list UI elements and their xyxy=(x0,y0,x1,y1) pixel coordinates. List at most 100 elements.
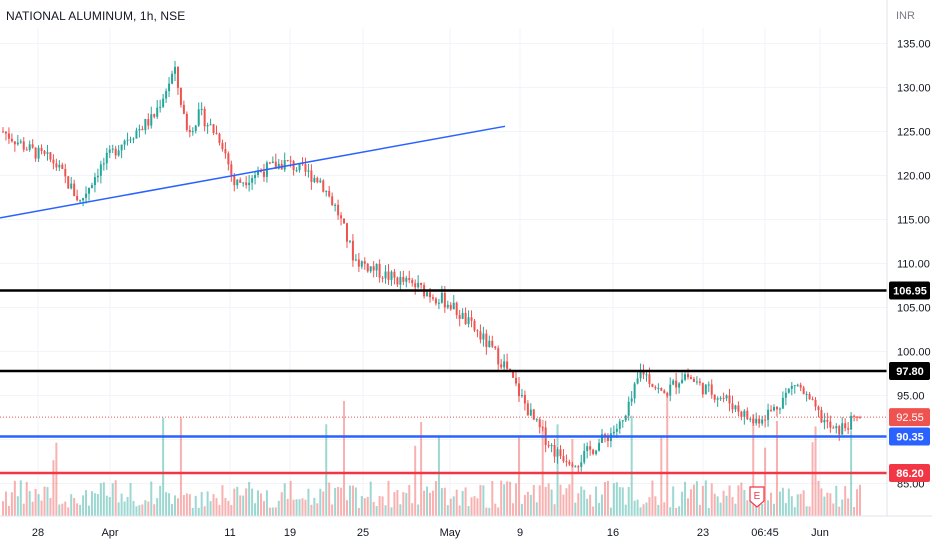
volume-bar xyxy=(31,501,34,516)
volume-bar xyxy=(420,422,423,516)
currency-label: INR xyxy=(896,10,915,22)
volume-bar xyxy=(402,492,405,516)
volume-bar xyxy=(360,495,363,516)
volume-bar xyxy=(37,494,40,516)
candle-body xyxy=(354,259,357,261)
candle-body xyxy=(731,403,734,410)
candle-body xyxy=(689,377,692,379)
candle-body xyxy=(565,461,568,463)
candle-body xyxy=(16,142,19,145)
volume-bar xyxy=(535,502,538,516)
candle-body xyxy=(716,398,719,400)
candle-body xyxy=(467,317,470,325)
candle-body xyxy=(639,370,642,379)
volume-bar xyxy=(654,496,657,516)
candle-body xyxy=(746,410,749,420)
volume-bar xyxy=(90,491,93,516)
candle-body xyxy=(138,128,141,131)
candle-body xyxy=(331,196,334,206)
trendline[interactable] xyxy=(0,125,506,219)
volume-bar xyxy=(254,503,257,516)
volume-bar xyxy=(159,485,162,516)
candle-body xyxy=(749,418,752,420)
volume-bar xyxy=(64,501,67,516)
candle-body xyxy=(135,130,138,139)
volume-bar xyxy=(606,480,609,516)
volume-bar xyxy=(773,503,776,516)
horizontal-levels[interactable]: E xyxy=(0,289,887,508)
volume-bar xyxy=(322,491,325,516)
volume-bar xyxy=(666,392,669,516)
candle-body xyxy=(675,380,678,388)
candle-body xyxy=(535,419,538,421)
candle-body xyxy=(70,183,73,189)
volume-bar xyxy=(173,495,176,516)
candle-body xyxy=(476,330,479,332)
candle-body xyxy=(633,383,636,399)
candle-body xyxy=(612,431,615,434)
candle-body xyxy=(820,410,823,423)
volume-bar xyxy=(13,480,16,516)
candle-body xyxy=(461,312,464,319)
candle-body xyxy=(728,395,731,404)
price-axis[interactable]: 135.00 130.00 125.00 120.00 115.00 110.00 105.… xyxy=(886,0,932,550)
price-tick-label: 120.00 xyxy=(897,171,931,183)
volume-bar xyxy=(503,484,506,516)
candle-body xyxy=(541,427,544,429)
candle-body xyxy=(117,150,120,156)
earnings-marker-icon[interactable] xyxy=(749,486,765,508)
volume-bar xyxy=(541,419,544,516)
volume-bar xyxy=(417,504,420,516)
volume-bar xyxy=(482,485,485,516)
volume-bar xyxy=(345,500,348,516)
volume-bar xyxy=(182,495,185,516)
candle-body xyxy=(129,139,132,141)
volume-bar xyxy=(319,488,322,516)
volume-bar xyxy=(687,498,690,516)
candle-body xyxy=(838,426,841,435)
time-axis[interactable]: 28 Apr 11 19 25 May 9 16 23 06:45 Jun xyxy=(0,515,932,539)
price-tick-label: 115.00 xyxy=(897,215,930,227)
trendline-group[interactable] xyxy=(0,125,506,219)
candle-body xyxy=(488,340,491,348)
volume-bar xyxy=(615,482,618,516)
volume-bar xyxy=(761,503,764,516)
volume-bar xyxy=(307,488,310,516)
volume-bar xyxy=(743,489,746,516)
candle-body xyxy=(73,183,76,196)
candle-body xyxy=(687,374,690,378)
volume-bar xyxy=(40,500,43,516)
candle-body xyxy=(334,204,337,206)
volume-bar xyxy=(603,482,606,516)
volume-bar xyxy=(7,505,10,516)
candle-body xyxy=(529,409,532,416)
candle-body xyxy=(713,394,716,400)
candle-body xyxy=(458,315,461,319)
price-tick-label: 110.00 xyxy=(897,259,930,271)
volume-bar xyxy=(43,486,46,516)
candle-body xyxy=(503,361,506,368)
candle-body xyxy=(796,384,799,386)
volume-bar xyxy=(633,500,636,516)
volume-bar xyxy=(197,507,200,516)
volume-bar xyxy=(473,496,476,516)
candle-body xyxy=(802,387,805,395)
candle-body xyxy=(378,263,381,278)
candle-body xyxy=(126,139,129,141)
volume-bar xyxy=(176,498,179,516)
candle-body xyxy=(387,271,390,280)
candle-body xyxy=(310,170,313,182)
price-tick-label: 100.00 xyxy=(897,347,931,359)
candle-body xyxy=(4,131,7,134)
volume-bar xyxy=(188,494,191,516)
candle-body xyxy=(168,83,171,92)
volume-bar xyxy=(46,487,49,516)
candle-body xyxy=(319,180,322,183)
volume-bar xyxy=(574,502,577,516)
price-tick-label: 130.00 xyxy=(897,83,931,95)
candle-body xyxy=(695,381,698,383)
candle-body xyxy=(283,160,286,170)
candle-body xyxy=(799,384,802,388)
